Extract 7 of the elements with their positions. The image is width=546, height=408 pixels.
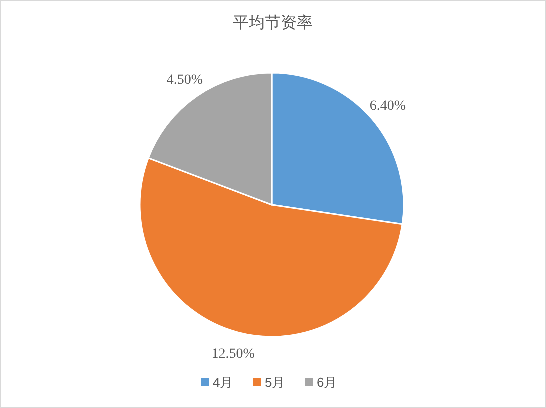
legend-label: 4月	[213, 375, 234, 390]
data-label: 12.50%	[212, 347, 256, 362]
chart-title: 平均节资率	[233, 14, 313, 32]
data-label: 6.40%	[370, 99, 406, 114]
legend-label: 5月	[265, 375, 286, 390]
data-label: 4.50%	[166, 72, 204, 88]
legend-label: 6月	[317, 375, 338, 390]
